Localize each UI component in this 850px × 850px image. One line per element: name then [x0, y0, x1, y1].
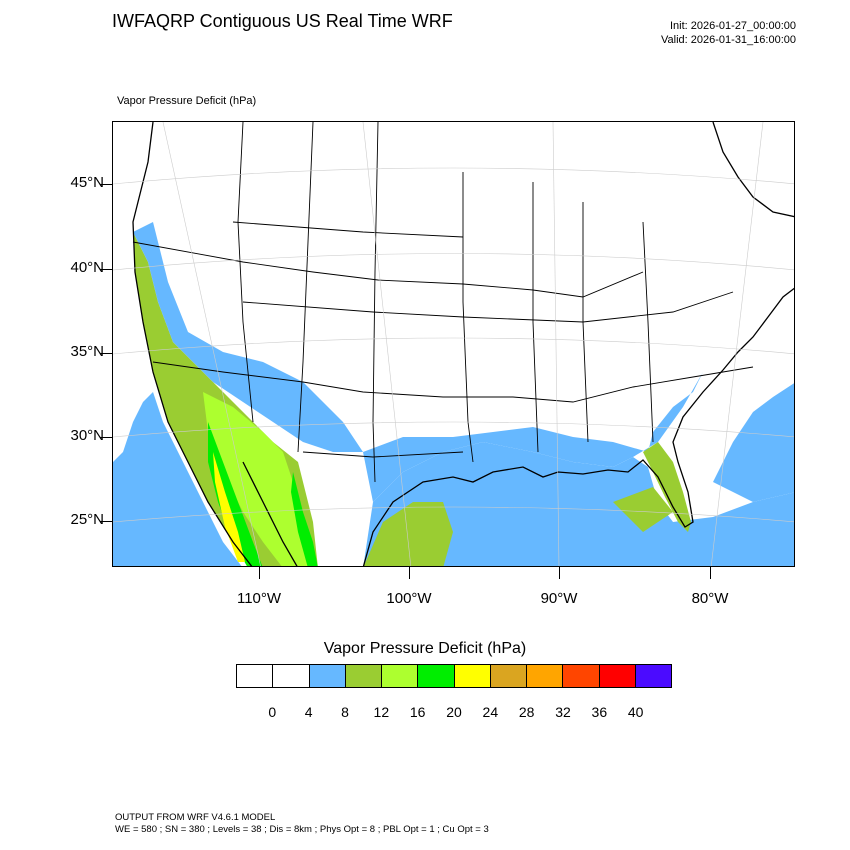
lon-label-90: 90°W: [540, 590, 578, 607]
model-info-line1: OUTPUT FROM WRF V4.6.1 MODEL: [115, 812, 276, 823]
lon-tick: [559, 567, 560, 579]
colorbar-label: 28: [518, 704, 535, 720]
valid-time: Valid: 2026-01-31_16:00:00: [661, 34, 796, 46]
colorbar-box: [563, 665, 600, 687]
colorbar-box: [454, 665, 491, 687]
colorbar-box: [418, 665, 455, 687]
colorbar-label: 8: [341, 704, 349, 720]
lat-label-45: 45°N: [70, 174, 104, 191]
colorbar-box: [635, 665, 671, 687]
colorbar-label: 36: [591, 704, 608, 720]
colorbar-title: Vapor Pressure Deficit (hPa): [323, 640, 527, 657]
colorbar-label: 24: [482, 704, 499, 720]
colorbar-box: [599, 665, 636, 687]
lon-label-100: 100°W: [386, 590, 432, 607]
lat-tick: [100, 437, 112, 438]
vpd-map: [113, 122, 794, 566]
field-label: Vapor Pressure Deficit (hPa): [117, 95, 257, 107]
vpd-shading: [113, 222, 794, 566]
lat-tick: [100, 521, 112, 522]
coastlines: [132, 122, 794, 566]
colorbar-label: 20: [446, 704, 462, 720]
model-info-line2: WE = 580 ; SN = 380 ; Levels = 38 ; Dis …: [115, 824, 489, 835]
lon-tick: [409, 567, 410, 579]
lat-label-35: 35°N: [70, 343, 104, 360]
colorbar-label: 4: [304, 704, 313, 720]
lat-label-25: 25°N: [70, 511, 104, 528]
lat-tick: [100, 184, 112, 185]
map-panel: [112, 121, 795, 567]
lat-tick: [100, 269, 112, 270]
state-borders: [132, 122, 754, 483]
colorbar-box: [309, 665, 346, 687]
colorbar-label: 40: [627, 704, 644, 720]
colorbar-box: [490, 665, 527, 687]
lon-label-80: 80°W: [691, 590, 729, 607]
colorbar-box: [382, 665, 419, 687]
colorbar-label: 32: [555, 704, 571, 720]
lat-label-30: 30°N: [70, 427, 104, 444]
init-time: Init: 2026-01-27_00:00:00: [670, 20, 796, 32]
map-title: IWFAQRP Contiguous US Real Time WRF: [112, 11, 453, 31]
colorbar: [236, 664, 672, 688]
colorbar-label: 16: [409, 704, 426, 720]
colorbar-box: [273, 665, 310, 687]
graticule: [113, 122, 794, 566]
colorbar-box: [237, 665, 274, 687]
lon-tick: [710, 567, 711, 579]
colorbar-label: 12: [373, 704, 390, 720]
lat-label-40: 40°N: [70, 259, 104, 276]
colorbar-label: 0: [268, 704, 277, 720]
colorbar-box: [527, 665, 564, 687]
colorbar-box: [345, 665, 382, 687]
lon-tick: [259, 567, 260, 579]
lat-tick: [100, 353, 112, 354]
lon-label-110: 110°W: [236, 590, 282, 607]
